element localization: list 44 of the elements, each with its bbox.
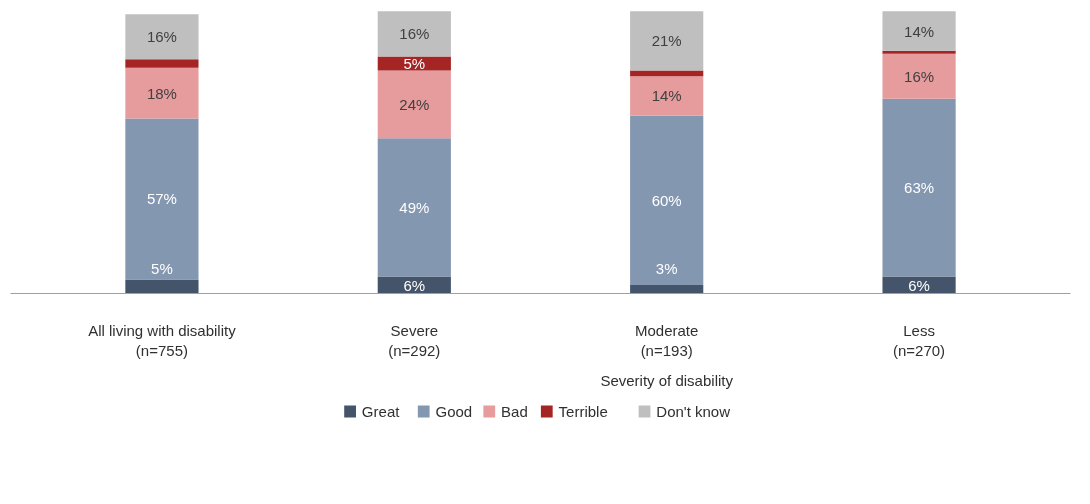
text: Severity of disability: [600, 371, 734, 389]
data-label: 24%: [399, 95, 430, 113]
data-label: 18%: [146, 84, 177, 102]
data-label: 16%: [904, 67, 935, 85]
bar: [377, 56, 451, 71]
data-label: 6%: [908, 276, 930, 294]
data-label: 16%: [399, 25, 430, 43]
data-label: 21%: [651, 32, 682, 50]
bar: [125, 279, 199, 294]
bar: [630, 11, 704, 71]
bar: [377, 11, 451, 57]
bar: [377, 138, 451, 277]
x-tick-label: Less (n=270): [893, 321, 946, 359]
bar: [630, 115, 704, 286]
bar: [882, 98, 956, 277]
legend-label: Great: [361, 403, 401, 420]
data-label: 3%: [655, 259, 678, 277]
x-tick-label: Moderate (n=193): [635, 321, 699, 359]
bar: [882, 50, 956, 54]
data-label: 5%: [403, 55, 426, 73]
bar: [125, 118, 199, 280]
legend-label: Terrible: [558, 403, 608, 420]
data-label: 14%: [651, 87, 682, 105]
data-label: 60%: [651, 191, 682, 209]
legend-label: Good: [435, 403, 473, 420]
bar: [125, 67, 199, 119]
bar: [377, 70, 451, 139]
bar: [125, 14, 199, 60]
legend-label: Don't know: [656, 403, 731, 420]
bar: [125, 59, 199, 68]
data-label: 16%: [146, 28, 177, 46]
legend-label: Bad: [501, 403, 528, 420]
data-label: 63%: [904, 179, 935, 197]
bar: [630, 285, 704, 294]
data-label: 5%: [151, 259, 173, 277]
x-tick-label: Severe (n=292): [388, 321, 441, 359]
bar: [882, 53, 956, 99]
data-label: 57%: [146, 190, 177, 208]
data-label: 14%: [904, 22, 935, 40]
data-label: 49%: [399, 198, 430, 216]
bar: [630, 76, 704, 116]
x-tick-label: All living with disability (n=755): [88, 321, 237, 359]
data-label: 6%: [403, 276, 426, 294]
bar: [882, 11, 956, 51]
